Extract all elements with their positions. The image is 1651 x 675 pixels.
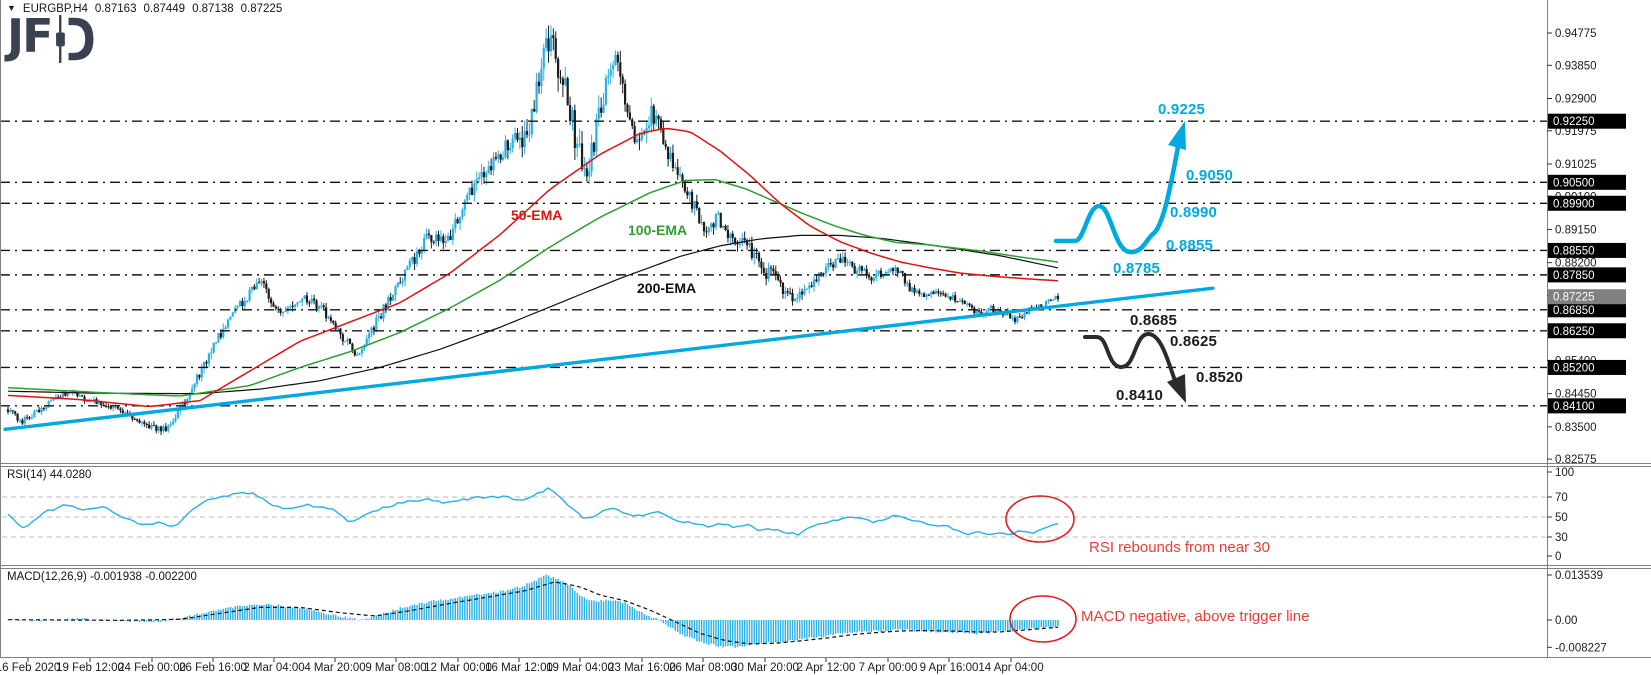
svg-text:7 Apr 00:00: 7 Apr 00:00 [859,662,918,674]
svg-text:0.87850: 0.87850 [1553,270,1595,282]
macd-annotation-note: MACD negative, above trigger line [1081,608,1310,625]
rsi-annotation-note: RSI rebounds from near 30 [1089,539,1270,556]
svg-text:0: 0 [1555,551,1561,563]
rsi-indicator-label: RSI(14) 44.0280 [7,469,92,481]
svg-text:2 Mar 04:00: 2 Mar 04:00 [243,662,304,674]
target-price-annotation: 0.9050 [1186,167,1234,184]
price-axis[interactable]: 0.947750.938500.929000.919750.910250.901… [1547,28,1626,466]
svg-text:0.91975: 0.91975 [1555,126,1597,138]
svg-text:0.85200: 0.85200 [1553,362,1595,374]
svg-text:16 Mar 12:00: 16 Mar 12:00 [485,662,553,674]
svg-text:-0.008227: -0.008227 [1555,642,1607,654]
svg-text:0.90500: 0.90500 [1553,177,1595,189]
macd-indicator-label: MACD(12,26,9) -0.001938 -0.002200 [7,571,197,583]
scenario-arrows [1053,121,1186,403]
open-value: 0.87163 [94,3,137,15]
target-price-annotation: 0.8990 [1170,204,1218,221]
symbol-dropdown-icon[interactable]: ▼ [7,3,16,13]
svg-text:0.84450: 0.84450 [1555,389,1597,401]
low-value: 0.87138 [192,3,234,15]
svg-text:50: 50 [1555,512,1568,524]
ema-lines [7,127,1059,408]
svg-text:0.92250: 0.92250 [1553,116,1595,128]
support-resistance-lines [0,120,1547,407]
ema100-label: 100-EMA [628,222,688,238]
target-price-annotation: 0.8685 [1130,312,1178,329]
svg-text:30: 30 [1555,532,1568,544]
jfd-logo: JF [7,13,95,63]
ema200-label: 200-EMA [637,280,697,296]
svg-text:0.88200: 0.88200 [1555,258,1597,270]
target-price-annotation: 0.8520 [1196,369,1244,386]
svg-text:0.84100: 0.84100 [1553,401,1595,413]
svg-text:0.91025: 0.91025 [1555,159,1597,171]
indicator-axes[interactable]: 100 70 50 30 0 0.013539 0.00 -0.008227 [1547,467,1607,654]
svg-text:0.83500: 0.83500 [1555,422,1597,434]
svg-text:0.93850: 0.93850 [1555,60,1597,72]
svg-text:0.86250: 0.86250 [1553,326,1595,338]
target-price-annotation: 0.8625 [1170,333,1218,350]
svg-text:9 Mar 08:00: 9 Mar 08:00 [365,662,426,674]
svg-text:100: 100 [1555,467,1574,479]
svg-text:4 Mar 20:00: 4 Mar 20:00 [304,662,365,674]
close-value: 0.87225 [240,3,283,15]
svg-text:19 Feb 12:00: 19 Feb 12:00 [56,662,124,674]
svg-text:0.013539: 0.013539 [1555,570,1603,582]
svg-text:30 Mar 20:00: 30 Mar 20:00 [731,662,799,674]
svg-text:26 Mar 08:00: 26 Mar 08:00 [669,662,737,674]
svg-text:0.88550: 0.88550 [1553,245,1595,257]
ascending-trendline[interactable] [3,286,1215,431]
svg-text:0.89150: 0.89150 [1555,224,1597,236]
svg-text:0.82575: 0.82575 [1555,454,1597,466]
panel-borders [0,0,1651,658]
svg-text:16 Feb 2020: 16 Feb 2020 [0,662,60,674]
jfd-logo-text: JF [7,9,54,63]
target-price-annotation: 0.8855 [1166,237,1214,254]
svg-text:0.00: 0.00 [1555,615,1577,627]
svg-text:9 Apr 16:00: 9 Apr 16:00 [920,662,979,674]
macd-panel [7,574,1059,648]
svg-text:2 Apr 12:00: 2 Apr 12:00 [797,662,856,674]
candlesticks [6,25,1060,436]
svg-text:0.94775: 0.94775 [1555,28,1597,40]
target-price-annotation: 0.8785 [1113,260,1161,277]
symbol-label: EURGBP,H4 [22,3,88,15]
svg-text:23 Mar 16:00: 23 Mar 16:00 [608,662,676,674]
target-price-annotation: 0.9225 [1158,101,1206,118]
red-highlight-circles [1005,495,1077,643]
svg-text:0.86850: 0.86850 [1553,305,1595,317]
svg-text:0.87225: 0.87225 [1553,292,1595,304]
rsi-panel [2,487,1546,538]
svg-text:0.92900: 0.92900 [1555,93,1597,105]
svg-text:26 Feb 16:00: 26 Feb 16:00 [179,662,247,674]
high-value: 0.87449 [143,3,186,15]
jfd-logo-candle-d [55,15,94,63]
svg-text:12 Mar 00:00: 12 Mar 00:00 [424,662,492,674]
svg-text:19 Mar 04:00: 19 Mar 04:00 [546,662,614,674]
svg-text:0.89900: 0.89900 [1553,198,1595,210]
target-price-annotation: 0.8410 [1116,387,1164,404]
svg-text:70: 70 [1555,492,1568,504]
svg-text:14 Apr 04:00: 14 Apr 04:00 [978,662,1043,674]
symbol-ohlc-bar: ▼ EURGBP,H4 0.87163 0.87449 0.87138 0.87… [7,3,282,15]
svg-text:24 Feb 00:00: 24 Feb 00:00 [118,662,186,674]
ema50-label: 50-EMA [511,207,563,223]
